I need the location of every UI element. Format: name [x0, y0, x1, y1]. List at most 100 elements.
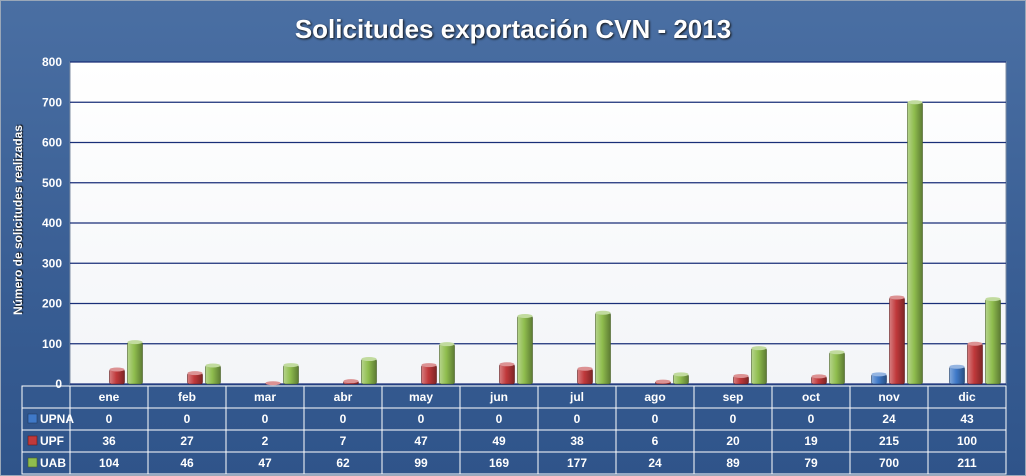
bar-uab-nov [907, 101, 923, 385]
legend-label: UPF [40, 434, 64, 448]
data-label: 36 [102, 434, 116, 448]
x-tick-label: may [409, 390, 433, 404]
bar-uab-may [439, 343, 455, 385]
bars [109, 100, 1001, 386]
x-tick-label: dic [958, 390, 976, 404]
bar-upf-nov [889, 297, 905, 385]
bar-upf-jun [499, 363, 515, 385]
legend-swatch [27, 413, 38, 424]
legend-label: UPNA [40, 412, 74, 426]
bar-uab-sep [751, 347, 767, 385]
data-label: 211 [957, 456, 977, 470]
y-tick-label: 700 [42, 95, 62, 109]
data-label: 89 [726, 456, 740, 470]
bar-top [265, 381, 281, 386]
data-label: 177 [567, 456, 587, 470]
data-label: 0 [496, 412, 503, 426]
x-tick-label: oct [802, 390, 820, 404]
y-tick-label: 800 [42, 55, 62, 69]
data-label: 47 [258, 456, 272, 470]
bar-uab-dic [985, 298, 1001, 385]
bar-uab-jul [595, 312, 611, 385]
bar-top [889, 295, 905, 300]
bar-upf-dic [967, 343, 983, 385]
bar-top [967, 341, 983, 346]
bar-top [127, 340, 143, 345]
data-label: 27 [180, 434, 194, 448]
bar-top [751, 346, 767, 351]
data-label: 62 [336, 456, 350, 470]
bar-uab-abr [361, 358, 377, 385]
chart-title: Solicitudes exportación CVN - 2013 [294, 14, 732, 44]
bar-top [907, 100, 923, 105]
bar-top [421, 363, 437, 368]
bar-top [187, 371, 203, 376]
bar-top [655, 379, 671, 384]
data-label: 104 [99, 456, 119, 470]
data-label: 0 [262, 412, 269, 426]
data-label: 6 [652, 434, 659, 448]
bar-top [343, 379, 359, 384]
y-tick-label: 400 [42, 216, 62, 230]
data-label: 20 [726, 434, 740, 448]
bar-top [871, 372, 887, 377]
legend-label: UAB [40, 456, 66, 470]
x-tick-label: jun [489, 390, 508, 404]
data-label: 38 [570, 434, 584, 448]
x-tick-label: mar [254, 390, 276, 404]
legend-swatch [27, 435, 38, 446]
bar-upf-may [421, 364, 437, 385]
bar-top [283, 363, 299, 368]
bar-upna-dic [949, 366, 965, 385]
bar-uab-mar [283, 364, 299, 385]
y-tick-labels: 0 100 200 300 400 500 600 700 800 [42, 55, 62, 391]
data-label: 0 [808, 412, 815, 426]
data-label: 24 [882, 412, 896, 426]
bar-top [595, 310, 611, 315]
x-tick-label: sep [723, 390, 744, 404]
data-label: 100 [957, 434, 977, 448]
y-tick-label: 300 [42, 256, 62, 270]
bar-top [673, 372, 689, 377]
data-label: 2 [262, 434, 269, 448]
bar-top [499, 362, 515, 367]
legend-swatch [27, 457, 38, 468]
y-tick-label: 500 [42, 176, 62, 190]
bar-uab-jun [517, 315, 533, 385]
bar-top [811, 374, 827, 379]
x-tick-label: abr [334, 390, 353, 404]
bar-uab-feb [205, 365, 221, 385]
data-label: 79 [804, 456, 818, 470]
bar-top [439, 342, 455, 347]
data-label: 700 [879, 456, 899, 470]
grid-lines [70, 61, 1006, 385]
data-label: 215 [879, 434, 899, 448]
bar-top [517, 313, 533, 318]
data-label: 0 [340, 412, 347, 426]
data-label: 0 [418, 412, 425, 426]
data-label: 49 [492, 434, 506, 448]
data-label: 46 [180, 456, 194, 470]
data-label: 99 [414, 456, 428, 470]
data-label: 169 [489, 456, 509, 470]
data-label: 0 [106, 412, 113, 426]
bar-top [361, 357, 377, 362]
y-tick-label: 200 [42, 297, 62, 311]
bar-top [985, 297, 1001, 302]
bar-top [205, 363, 221, 368]
data-label: 0 [574, 412, 581, 426]
data-label: 43 [960, 412, 974, 426]
data-label: 19 [804, 434, 818, 448]
data-label: 24 [648, 456, 662, 470]
bar-upf-ene [109, 369, 125, 385]
bar-upf-jul [577, 368, 593, 385]
data-label: 7 [340, 434, 347, 448]
y-tick-label: 600 [42, 136, 62, 150]
data-label: 0 [652, 412, 659, 426]
bar-top [577, 366, 593, 371]
bar-top [733, 373, 749, 378]
bar-uab-oct [829, 351, 845, 385]
bar-top [829, 350, 845, 355]
bar-uab-ene [127, 341, 143, 385]
